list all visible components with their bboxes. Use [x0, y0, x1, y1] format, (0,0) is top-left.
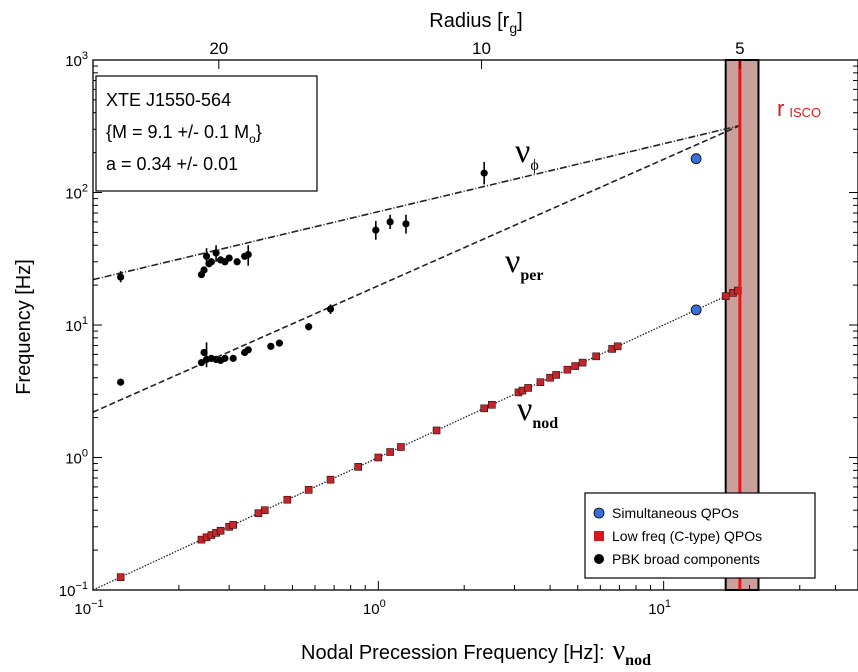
- nu-phi-label: νϕ: [515, 133, 539, 174]
- ctype-qpo-marker: [326, 475, 335, 484]
- ctype-qpo-marker: [613, 342, 622, 351]
- ctype-qpo-marker: [432, 426, 441, 435]
- info-box-line2: {M = 9.1 +/- 0.1 Mo}: [106, 122, 262, 146]
- legend-label-simultaneous: Simultaneous QPOs: [612, 505, 739, 521]
- ctype-qpo-marker: [254, 509, 263, 517]
- legend: Simultaneous QPOs Low freq (C-type) QPOs…: [584, 492, 816, 579]
- pbk-marker: [275, 339, 283, 347]
- ctype-qpo-marker: [216, 526, 225, 535]
- tick-labels: 10−1 100 101 102 103 10−1 100 101 20 10 5: [59, 39, 745, 618]
- legend-marker-pbk: [594, 554, 604, 564]
- pbk-marker: [200, 348, 208, 357]
- top-tick-label: 10: [472, 39, 491, 58]
- top-axis-label: Radius [rg]: [429, 10, 522, 36]
- pbk-marker: [267, 342, 275, 350]
- isco-label: r ISCO: [777, 96, 821, 121]
- ctype-qpo-marker: [721, 292, 730, 300]
- ctype-qpo-marker: [283, 495, 292, 504]
- ctype-qpo-marker: [592, 352, 600, 361]
- ctype-qpo-marker: [480, 404, 488, 413]
- pbk-marker: [200, 266, 208, 274]
- pbk-marker: [212, 249, 220, 257]
- y-tick-label: 102: [65, 183, 88, 203]
- model-line-nod: [92, 289, 741, 591]
- pbk-marker: [221, 354, 229, 362]
- x-tick-label: 100: [363, 598, 386, 618]
- legend-label-ctype: Low freq (C-type) QPOs: [612, 528, 762, 544]
- simultaneous-qpo-marker: [690, 304, 702, 316]
- y-tick-label: 100: [65, 448, 88, 468]
- info-box-line1: XTE J1550-564: [106, 90, 231, 110]
- ctype-qpo-marker: [524, 384, 532, 392]
- ctype-qpo-marker: [571, 362, 580, 370]
- y-tick-label: 10−1: [59, 580, 88, 600]
- pbk-marker: [229, 354, 237, 362]
- pbk-marker: [305, 323, 313, 331]
- x-axis-label: Nodal Precession Frequency [Hz]: νnod: [301, 635, 651, 669]
- y-tick-label: 101: [65, 315, 88, 335]
- error-bars: [119, 161, 485, 386]
- legend-label-pbk: PBK broad components: [612, 551, 760, 567]
- x-tick-label: 101: [648, 598, 671, 618]
- ctype-qpo-marker: [488, 400, 496, 409]
- ctype-qpo-marker: [386, 448, 394, 456]
- model-line-phi: [92, 124, 741, 281]
- data-markers: [116, 153, 742, 581]
- pbk-marker: [233, 258, 241, 266]
- pbk-marker: [207, 258, 215, 266]
- info-box-line3: a = 0.34 +/- 0.01: [106, 154, 238, 174]
- ctype-qpo-marker: [397, 443, 405, 451]
- legend-marker-ctype: [594, 531, 604, 541]
- ctype-qpo-marker: [354, 463, 362, 471]
- ctype-qpo-marker: [260, 506, 269, 515]
- ctype-qpo-marker: [229, 521, 237, 529]
- pbk-marker: [480, 169, 488, 177]
- ctype-qpo-marker: [563, 365, 572, 374]
- legend-marker-simultaneous: [593, 507, 605, 519]
- pbk-marker: [402, 220, 410, 228]
- pbk-marker: [202, 252, 211, 260]
- pbk-marker: [225, 254, 233, 262]
- pbk-marker: [326, 305, 335, 313]
- ctype-qpo-marker: [116, 573, 125, 581]
- top-tick-label: 20: [209, 39, 228, 58]
- ctype-qpo-marker: [536, 378, 545, 387]
- pbk-marker: [117, 378, 125, 386]
- info-box: XTE J1550-564 {M = 9.1 +/- 0.1 Mo} a = 0…: [95, 75, 318, 192]
- pbk-marker: [244, 250, 252, 259]
- y-axis-label: Frequency [Hz]: [13, 259, 35, 395]
- ctype-qpo-marker: [374, 453, 383, 462]
- nu-nod-label: νnod: [517, 391, 558, 432]
- pbk-marker: [117, 273, 125, 281]
- y-tick-label: 103: [65, 50, 88, 70]
- axis-ticks: [92, 59, 858, 591]
- ctype-qpo-marker: [304, 486, 313, 494]
- nu-per-label: νper: [505, 243, 543, 284]
- x-tick-label: 10−1: [74, 598, 103, 618]
- ctype-qpo-marker: [552, 371, 560, 379]
- top-tick-label: 5: [735, 39, 744, 58]
- pbk-marker: [244, 346, 252, 354]
- simultaneous-qpo-marker: [690, 153, 702, 165]
- pbk-marker: [372, 226, 380, 234]
- pbk-marker: [386, 218, 394, 226]
- ctype-qpo-marker: [578, 358, 587, 367]
